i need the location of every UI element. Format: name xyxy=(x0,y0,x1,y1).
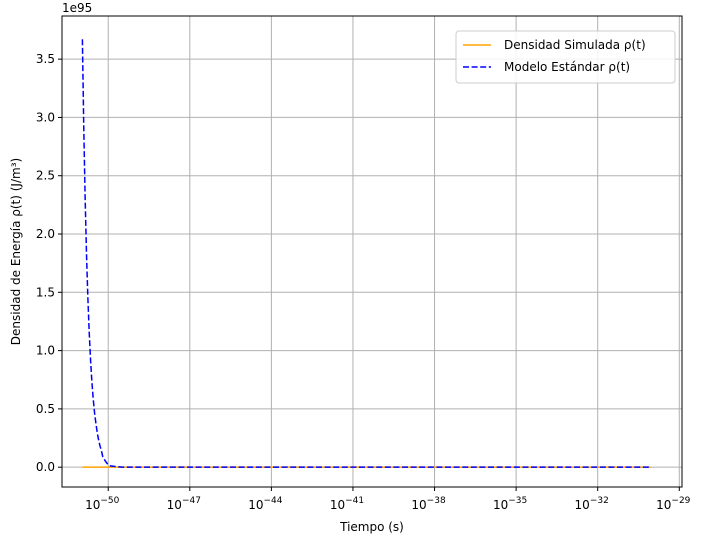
y-tick-label: 3.0 xyxy=(36,110,55,124)
x-tick-label: 10−29 xyxy=(656,496,691,512)
ticks: 0.0 0.5 1.0 1.5 2.0 2.5 3.0 3.5 10−50 10−47 10−44 1… xyxy=(36,52,691,512)
y-tick-label: 2.0 xyxy=(36,227,55,241)
y-tick-label: 3.5 xyxy=(36,52,55,66)
series-lines xyxy=(81,39,651,468)
x-tick-label: 10−41 xyxy=(330,496,364,512)
legend-label: Modelo Estándar ρ(t) xyxy=(504,60,630,74)
grid xyxy=(62,16,682,487)
y-tick-label: 2.5 xyxy=(36,169,55,183)
legend-box xyxy=(455,30,676,84)
axes-frame xyxy=(61,15,683,488)
x-axis-label: Tiempo (s) xyxy=(339,520,404,534)
legend: Densidad Simulada ρ(t) Modelo Estándar ρ(… xyxy=(455,30,676,84)
x-tick-label: 10−47 xyxy=(167,496,201,512)
x-tick-label: 10−44 xyxy=(248,496,283,512)
x-tick-label: 10−38 xyxy=(411,496,446,512)
y-tick-label: 1.0 xyxy=(36,344,55,358)
y-offset-label: 1e95 xyxy=(62,1,92,15)
x-tick-label: 10−35 xyxy=(493,496,527,512)
x-tick-label: 10−50 xyxy=(85,496,120,512)
x-tick-label: 10−32 xyxy=(575,496,609,512)
y-tick-label: 1.5 xyxy=(36,285,55,299)
y-tick-label: 0.0 xyxy=(36,460,55,474)
series-line-1 xyxy=(81,39,651,468)
y-axis-label: Densidad de Energía ρ(t) (J/m³) xyxy=(9,158,23,345)
y-tick-label: 0.5 xyxy=(36,402,55,416)
legend-label: Densidad Simulada ρ(t) xyxy=(504,38,646,52)
